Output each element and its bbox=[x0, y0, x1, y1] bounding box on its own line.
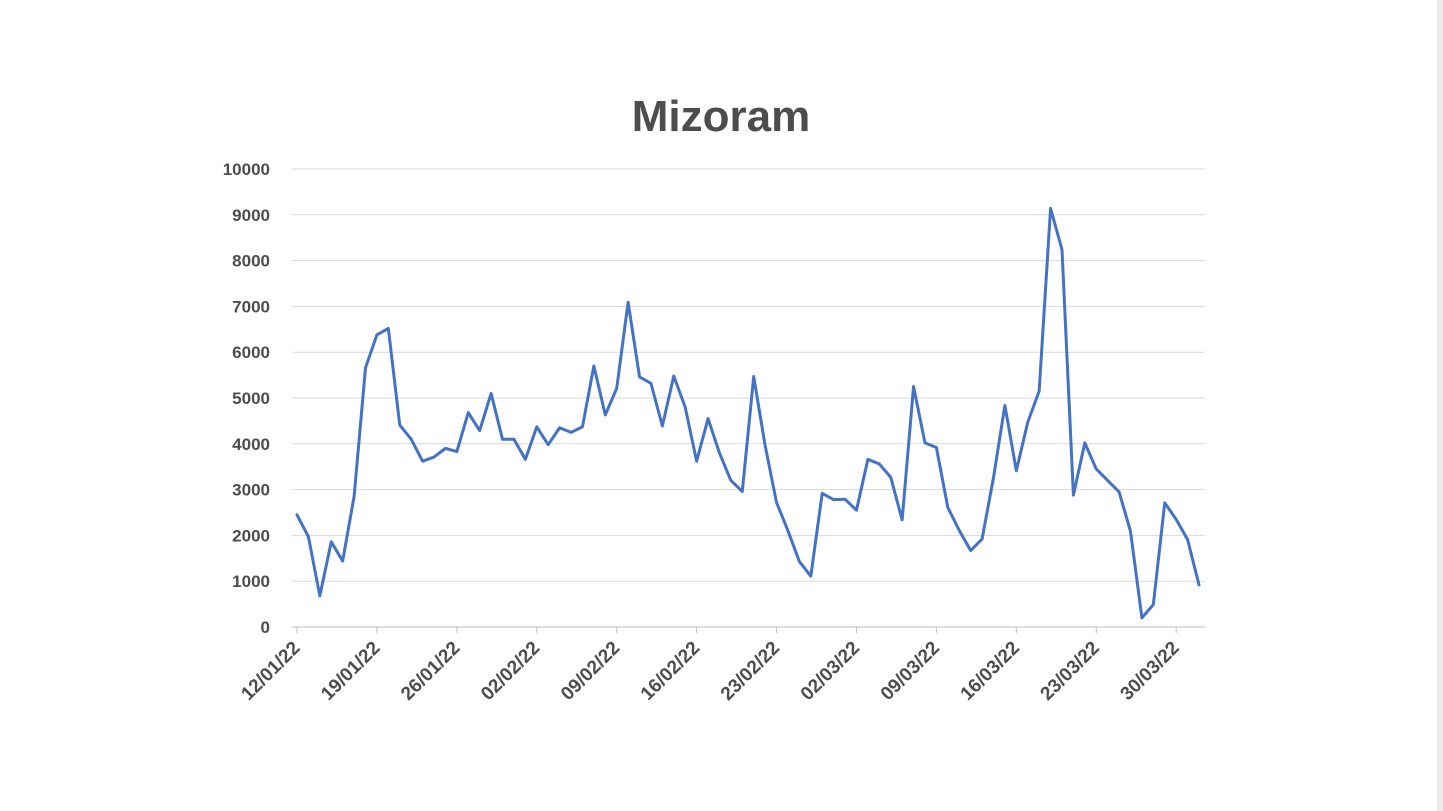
series-line bbox=[295, 206, 1201, 620]
y-tick-label-4000: 4000 bbox=[232, 435, 270, 454]
y-tick-label-5000: 5000 bbox=[232, 389, 270, 408]
x-tick-label-10: 23/03/22 bbox=[1037, 638, 1104, 705]
x-tick-label-3: 02/02/22 bbox=[477, 638, 544, 705]
y-tick-label-2000: 2000 bbox=[232, 526, 270, 545]
y-tick-label-8000: 8000 bbox=[232, 252, 270, 271]
window-edge-strip bbox=[1437, 0, 1443, 811]
y-tick-label-0: 0 bbox=[261, 618, 270, 637]
gridlines bbox=[292, 168, 1205, 582]
x-tick-label-4: 09/02/22 bbox=[557, 638, 624, 705]
x-axis: 12/01/22 19/01/22 26/01/22 02/02/22 09/02/22… bbox=[237, 626, 1205, 705]
x-tick-label-6: 23/02/22 bbox=[717, 638, 784, 705]
series-layer bbox=[295, 206, 1201, 620]
x-tick-label-1: 19/01/22 bbox=[317, 638, 384, 705]
y-tick-label-3000: 3000 bbox=[232, 481, 270, 500]
y-tick-label-6000: 6000 bbox=[232, 343, 270, 362]
y-tick-label-9000: 9000 bbox=[232, 206, 270, 225]
x-tick-label-2: 26/01/22 bbox=[397, 638, 464, 705]
chart-title: Mizoram bbox=[632, 92, 810, 141]
y-tick-label-1000: 1000 bbox=[232, 572, 270, 591]
x-tick-label-0: 12/01/22 bbox=[237, 638, 304, 705]
x-tick-label-11: 30/03/22 bbox=[1117, 638, 1184, 705]
x-tick-label-7: 02/03/22 bbox=[797, 638, 864, 705]
x-tick-label-5: 16/02/22 bbox=[637, 638, 704, 705]
y-tick-label-10000: 10000 bbox=[223, 160, 270, 179]
x-tick-label-8: 09/03/22 bbox=[877, 638, 944, 705]
x-tick-label-9: 16/03/22 bbox=[957, 638, 1024, 705]
y-tick-label-7000: 7000 bbox=[232, 297, 270, 316]
y-axis: 0 1000 2000 3000 4000 5000 6000 7000 8000 9000 100… bbox=[223, 160, 270, 637]
